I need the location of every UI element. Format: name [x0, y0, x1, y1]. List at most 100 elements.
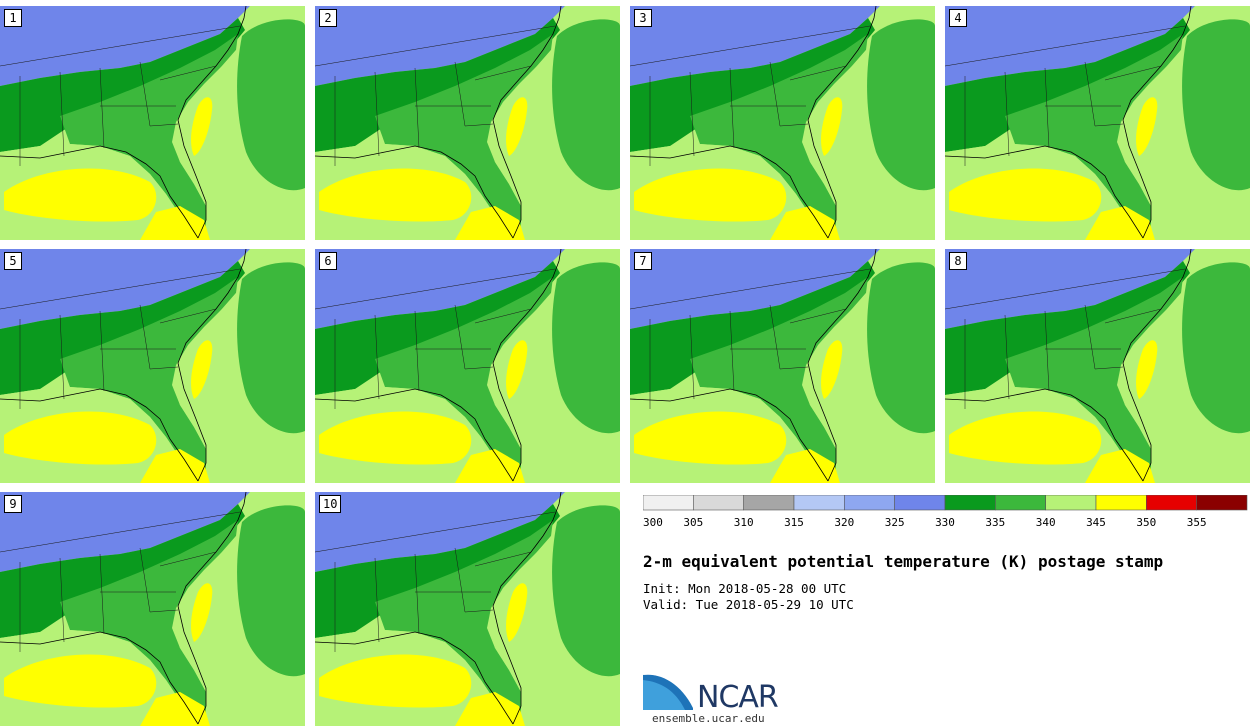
state-borders — [630, 268, 871, 409]
map-shading-region — [867, 262, 935, 434]
state-borders — [315, 25, 556, 166]
state-borders — [945, 268, 1186, 409]
map-shading-region — [949, 168, 1102, 222]
coastline — [315, 249, 562, 482]
map-plot — [0, 492, 305, 726]
colorbar-tick-label: 350 — [1136, 516, 1156, 529]
map-shading-region — [1005, 34, 1183, 236]
map-shading-region — [237, 505, 305, 677]
colorbar-bin — [944, 495, 996, 511]
member-label: 2 — [319, 9, 337, 27]
member-label: 9 — [4, 495, 22, 513]
map-shading-region — [375, 277, 553, 479]
colorbar-tick-label: 305 — [683, 516, 703, 529]
map-shading-region — [867, 19, 935, 191]
chart-title: 2-m equivalent potential temperature (K)… — [643, 552, 1164, 571]
colorbar-bin — [643, 495, 694, 511]
map-shading-region — [4, 168, 157, 222]
map-shading-region — [506, 97, 528, 156]
map-plot — [0, 249, 305, 483]
map-shading-region — [319, 411, 472, 465]
colorbar-bin — [1196, 495, 1248, 511]
colorbar-bin — [844, 495, 895, 511]
map-plot — [630, 249, 935, 483]
colorbar-bin — [1146, 495, 1197, 511]
map-shading-region — [375, 520, 553, 722]
colorbar-bin — [894, 495, 946, 511]
state-borders — [0, 268, 241, 409]
map-plot — [315, 249, 620, 483]
map-plot — [315, 492, 620, 726]
colorbar-legend: 300 305 310 315 320 325 330 335 340 345 350 355 — [643, 495, 1248, 529]
member-panel-4: 4 — [945, 6, 1250, 240]
map-shading-region — [690, 34, 868, 236]
map-shading-region — [60, 277, 238, 479]
colorbar-bin — [743, 495, 795, 511]
colorbar-bin — [1095, 495, 1147, 511]
map-shading-region — [552, 19, 620, 191]
coastline — [315, 492, 562, 725]
coastline — [630, 6, 877, 239]
member-panel-8: 8 — [945, 249, 1250, 483]
map-shading-region — [191, 583, 213, 642]
state-borders — [945, 25, 1186, 166]
member-panel-6: 6 — [315, 249, 620, 483]
colorbar-tick-label: 335 — [985, 516, 1005, 529]
logo-url: ensemble.ucar.edu — [652, 712, 765, 725]
map-shading-region — [1182, 19, 1250, 191]
map-shading-region — [60, 520, 238, 722]
coastline — [945, 249, 1192, 482]
colorbar-tick-label: 310 — [734, 516, 754, 529]
member-panel-5: 5 — [0, 249, 305, 483]
map-shading-region — [1136, 97, 1158, 156]
map-shading-region — [1182, 262, 1250, 434]
member-label: 6 — [319, 252, 337, 270]
member-panel-2: 2 — [315, 6, 620, 240]
map-shading-region — [140, 449, 210, 483]
map-shading-region — [630, 6, 880, 86]
state-borders — [315, 268, 556, 409]
colorbar-bin — [793, 495, 845, 511]
state-borders — [315, 511, 556, 652]
coastline — [630, 249, 877, 482]
map-shading-region — [1085, 449, 1155, 483]
map-shading-region — [945, 249, 1195, 329]
member-label: 3 — [634, 9, 652, 27]
map-shading-region — [315, 249, 565, 329]
colorbar-bin — [1045, 495, 1097, 511]
member-label: 4 — [949, 9, 967, 27]
coastline — [0, 492, 247, 725]
map-shading-region — [455, 692, 525, 726]
map-shading-region — [821, 340, 843, 399]
map-shading-region — [506, 340, 528, 399]
colorbar-tick-label: 340 — [1036, 516, 1056, 529]
map-shading-region — [945, 6, 1195, 86]
coastline — [0, 6, 247, 239]
map-shading-region — [634, 411, 787, 465]
map-shading-region — [237, 262, 305, 434]
map-shading-region — [191, 97, 213, 156]
coastline — [315, 6, 562, 239]
member-label: 7 — [634, 252, 652, 270]
map-shading-region — [237, 19, 305, 191]
state-borders — [0, 25, 241, 166]
map-shading-region — [319, 168, 472, 222]
map-shading-region — [319, 654, 472, 708]
map-plot — [945, 6, 1250, 240]
colorbar-tick-label: 315 — [784, 516, 804, 529]
state-borders — [0, 511, 241, 652]
colorbar-tick-label: 325 — [885, 516, 905, 529]
colorbar-tick-label: 320 — [834, 516, 854, 529]
map-shading-region — [770, 206, 840, 240]
map-shading-region — [552, 505, 620, 677]
colorbar-tick-label: 355 — [1187, 516, 1207, 529]
map-plot — [630, 6, 935, 240]
member-label: 1 — [4, 9, 22, 27]
map-shading-region — [0, 6, 250, 86]
colorbar-bin — [693, 495, 744, 511]
map-shading-region — [506, 583, 528, 642]
member-label: 5 — [4, 252, 22, 270]
member-label: 8 — [949, 252, 967, 270]
map-shading-region — [375, 34, 553, 236]
colorbar-bin — [995, 495, 1046, 511]
